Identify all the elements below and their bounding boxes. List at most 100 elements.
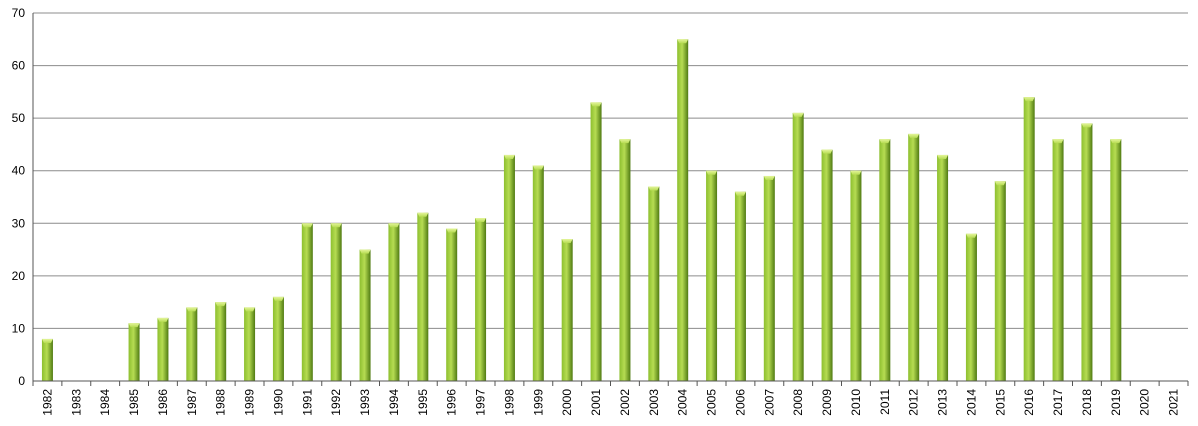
bar-2014 <box>965 233 977 381</box>
x-tick-label: 2011 <box>878 389 892 415</box>
bar-body <box>272 296 284 381</box>
gridlines <box>33 12 1188 329</box>
bar-cap <box>503 154 515 159</box>
tick-labels: 0 10 20 30 40 50 60 70 1982 1983 1984 1985 1986 1987 1… <box>12 6 1181 416</box>
x-tick-label: 1994 <box>387 389 401 416</box>
x-tick-label: 1982 <box>40 389 54 416</box>
bar-1997 <box>475 218 487 381</box>
bar-body <box>186 307 198 381</box>
bar-body <box>301 223 313 381</box>
x-tick-label: 2021 <box>1167 389 1181 416</box>
bar-2001 <box>590 102 602 381</box>
bar-cap <box>677 39 689 44</box>
x-tick-label: 2010 <box>849 389 863 416</box>
x-tick-label: 1991 <box>300 389 314 416</box>
bar-body <box>128 323 140 381</box>
bar-1988 <box>215 302 227 381</box>
y-tick-label: 0 <box>18 374 25 388</box>
bar-cap <box>388 223 400 228</box>
x-tick-label: 1996 <box>445 389 459 416</box>
x-tick-label: 1986 <box>156 389 170 416</box>
x-tick-label: 2007 <box>762 389 776 416</box>
bar-body <box>734 191 746 381</box>
bar-2011 <box>879 139 891 381</box>
bar-2003 <box>648 186 660 381</box>
bar-cap <box>41 338 53 343</box>
x-tick-label: 1992 <box>329 389 343 416</box>
bar-cap <box>1023 97 1035 102</box>
y-tick-label: 20 <box>12 269 26 283</box>
bar-body <box>821 149 833 381</box>
y-tick-label: 70 <box>12 6 26 20</box>
bar-2019 <box>1110 139 1122 381</box>
bar-body <box>561 239 573 381</box>
bar-body <box>330 223 342 381</box>
bar-1990 <box>272 296 284 381</box>
bar-1999 <box>532 165 544 381</box>
x-tick-label: 1998 <box>502 389 516 416</box>
bar-cap <box>706 170 718 175</box>
bar-body <box>850 170 862 381</box>
bar-1995 <box>417 212 429 381</box>
bar-2016 <box>1023 97 1035 381</box>
bar-2006 <box>734 191 746 381</box>
bar-2013 <box>937 154 949 381</box>
bar-1996 <box>446 228 458 381</box>
bar-cap <box>186 307 198 312</box>
x-tick-label: 2015 <box>993 389 1007 416</box>
x-tick-label: 2006 <box>733 389 747 416</box>
bar-body <box>590 102 602 381</box>
bar-body <box>475 218 487 381</box>
bar-body <box>157 317 169 381</box>
bar-cap <box>532 165 544 170</box>
bar-1991 <box>301 223 313 381</box>
x-tick-label: 1984 <box>98 389 112 416</box>
bar-2009 <box>821 149 833 381</box>
x-tick-label: 2001 <box>589 389 603 416</box>
bar-2010 <box>850 170 862 381</box>
bar-1987 <box>186 307 198 381</box>
bar-2007 <box>763 175 775 381</box>
bar-cap <box>821 149 833 154</box>
bar-cap <box>734 191 746 196</box>
x-tick-label: 1990 <box>271 389 285 416</box>
bar-body <box>965 233 977 381</box>
bar-1994 <box>388 223 400 381</box>
bar-body <box>446 228 458 381</box>
bar-body <box>648 186 660 381</box>
bar-cap <box>850 170 862 175</box>
x-tick-label: 2020 <box>1138 389 1152 416</box>
bar-cap <box>128 323 140 328</box>
bar-cap <box>301 223 313 228</box>
bar-cap <box>965 233 977 238</box>
bar-cap <box>792 112 804 117</box>
bar-2017 <box>1052 139 1064 381</box>
y-tick-label: 60 <box>12 59 26 73</box>
bar-body <box>908 133 920 381</box>
bar-2008 <box>792 112 804 381</box>
x-tick-label: 2016 <box>1022 389 1036 416</box>
bar-2000 <box>561 239 573 381</box>
bar-1989 <box>244 307 256 381</box>
bar-body <box>1052 139 1064 381</box>
bar-cap <box>244 307 256 312</box>
bar-body <box>994 181 1006 381</box>
bar-body <box>1110 139 1122 381</box>
bar-cap <box>763 175 775 180</box>
x-tick-label: 2009 <box>820 389 834 416</box>
bar-body <box>244 307 256 381</box>
bar-cap <box>937 154 949 159</box>
bar-body <box>619 139 631 381</box>
x-tick-label: 2005 <box>705 389 719 416</box>
x-tick-label: 2018 <box>1080 389 1094 416</box>
bar-1992 <box>330 223 342 381</box>
bar-2018 <box>1081 123 1093 382</box>
bar-body <box>937 154 949 381</box>
bar-cap <box>359 249 371 254</box>
bar-1986 <box>157 317 169 381</box>
bar-body <box>503 154 515 381</box>
x-tick-label: 2019 <box>1109 389 1123 416</box>
bar-cap <box>619 139 631 144</box>
bar-body <box>1023 97 1035 381</box>
